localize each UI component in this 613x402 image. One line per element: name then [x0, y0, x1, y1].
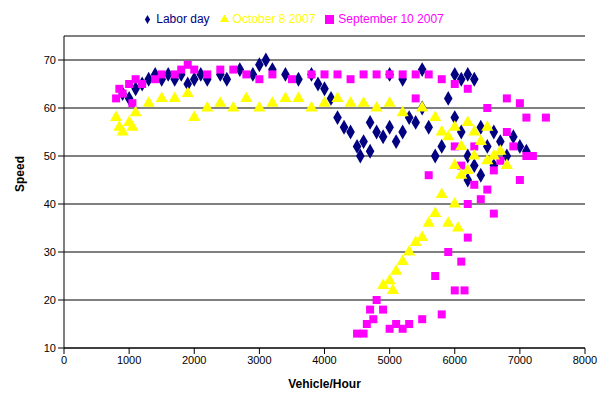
svg-text:40: 40	[44, 198, 56, 210]
html-text:October 8 2007: October 8 2007	[232, 12, 316, 26]
svg-text:8000: 8000	[573, 354, 597, 366]
svg-text:5000: 5000	[377, 354, 401, 366]
svg-text:0: 0	[61, 354, 67, 366]
svg-text:50: 50	[44, 150, 56, 162]
svg-text:70: 70	[44, 54, 56, 66]
svg-text:6000: 6000	[443, 354, 467, 366]
svg-text:10: 10	[44, 342, 56, 354]
svg-text:4000: 4000	[312, 354, 336, 366]
svg-text:Vehicle/Hour: Vehicle/Hour	[288, 377, 361, 391]
html-text:September 10 2007: September 10 2007	[338, 12, 444, 26]
svg-text:3000: 3000	[247, 354, 271, 366]
svg-text:60: 60	[44, 102, 56, 114]
svg-text:1000: 1000	[117, 354, 141, 366]
svg-text:20: 20	[44, 294, 56, 306]
svg-text:Speed: Speed	[13, 156, 27, 192]
svg-text:2000: 2000	[182, 354, 206, 366]
svg-text:7000: 7000	[508, 354, 532, 366]
html-text:Labor day: Labor day	[156, 12, 210, 26]
svg-text:30: 30	[44, 246, 56, 258]
